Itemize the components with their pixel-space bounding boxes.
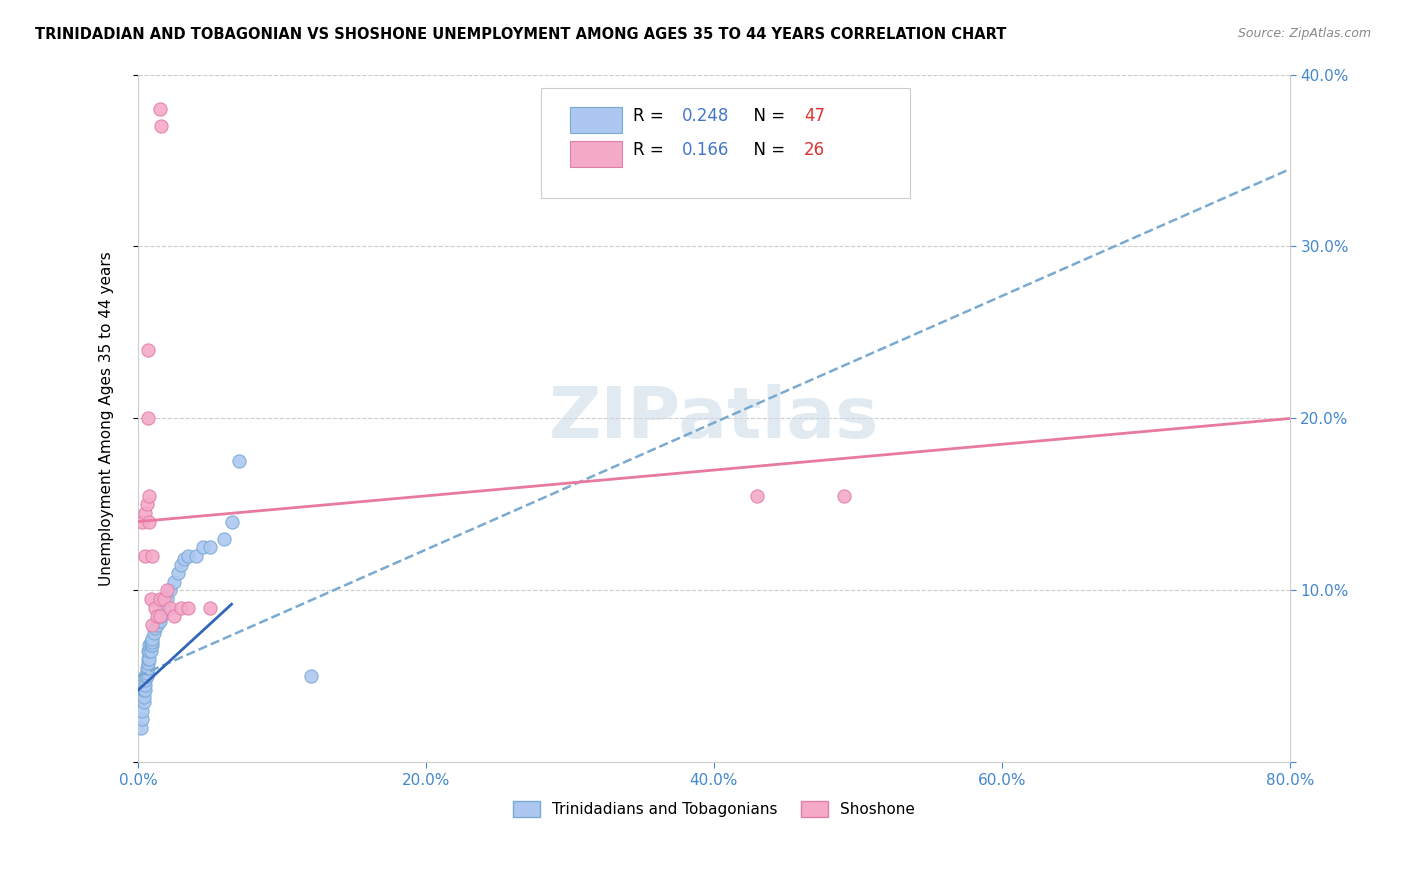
Point <box>129 721 152 735</box>
Point <box>159 600 181 615</box>
Point <box>134 506 156 520</box>
Text: R =: R = <box>633 107 669 125</box>
FancyBboxPatch shape <box>541 88 910 198</box>
Point <box>148 592 170 607</box>
Point <box>299 669 322 683</box>
Point <box>135 665 157 680</box>
Point <box>134 673 156 687</box>
Point <box>142 626 165 640</box>
Point <box>832 489 855 503</box>
Point <box>134 549 156 563</box>
Text: Source: ZipAtlas.com: Source: ZipAtlas.com <box>1237 27 1371 40</box>
Point <box>146 615 169 629</box>
Text: 0.248: 0.248 <box>682 107 730 125</box>
Point <box>177 549 200 563</box>
Text: 47: 47 <box>804 107 825 125</box>
Point <box>153 600 176 615</box>
Point <box>134 683 156 698</box>
FancyBboxPatch shape <box>569 107 621 133</box>
Point <box>134 669 156 683</box>
Point <box>145 618 167 632</box>
Point <box>148 609 170 624</box>
Point <box>138 489 160 503</box>
Point <box>143 621 166 635</box>
Point <box>131 713 153 727</box>
Point <box>141 639 163 653</box>
Point <box>163 574 186 589</box>
Text: 0.166: 0.166 <box>682 141 730 159</box>
Point <box>135 661 157 675</box>
Point <box>135 498 157 512</box>
Point <box>150 609 173 624</box>
Point <box>747 489 769 503</box>
Point <box>145 609 167 624</box>
Point <box>153 592 176 607</box>
Point <box>138 515 160 529</box>
Point <box>138 639 160 653</box>
Point <box>221 515 243 529</box>
Text: R =: R = <box>633 141 669 159</box>
Text: TRINIDADIAN AND TOBAGONIAN VS SHOSHONE UNEMPLOYMENT AMONG AGES 35 TO 44 YEARS CO: TRINIDADIAN AND TOBAGONIAN VS SHOSHONE U… <box>35 27 1007 42</box>
Point <box>141 635 163 649</box>
Point <box>173 552 195 566</box>
Point <box>167 566 190 581</box>
Text: 26: 26 <box>804 141 825 159</box>
Point <box>228 454 250 468</box>
Point <box>191 541 214 555</box>
Point <box>184 549 207 563</box>
Legend: Trinidadians and Tobagonians, Shoshone: Trinidadians and Tobagonians, Shoshone <box>506 796 921 823</box>
Text: N =: N = <box>742 141 790 159</box>
Point <box>141 618 163 632</box>
Point <box>135 669 157 683</box>
Point <box>136 343 159 357</box>
Text: ZIPatlas: ZIPatlas <box>548 384 879 453</box>
Point <box>198 541 221 555</box>
Point <box>198 600 221 615</box>
Point <box>156 583 179 598</box>
Point <box>136 652 159 666</box>
Point <box>170 600 193 615</box>
Text: N =: N = <box>742 107 790 125</box>
Point <box>139 639 162 653</box>
Point <box>136 411 159 425</box>
Point <box>156 592 179 607</box>
FancyBboxPatch shape <box>569 141 621 168</box>
Point <box>141 549 163 563</box>
Point <box>132 695 155 709</box>
Point <box>136 643 159 657</box>
Point <box>150 119 173 133</box>
Point <box>131 704 153 718</box>
Point <box>136 656 159 670</box>
Y-axis label: Unemployment Among Ages 35 to 44 years: Unemployment Among Ages 35 to 44 years <box>100 252 114 586</box>
Point <box>159 583 181 598</box>
Point <box>131 515 153 529</box>
Point <box>132 683 155 698</box>
Point <box>214 532 236 546</box>
Point <box>139 635 162 649</box>
Point <box>139 643 162 657</box>
Point <box>141 632 163 646</box>
Point <box>138 643 160 657</box>
Point <box>170 558 193 572</box>
Point <box>139 592 162 607</box>
Point <box>177 600 200 615</box>
Point <box>132 690 155 704</box>
Point <box>148 615 170 629</box>
Point <box>143 600 166 615</box>
Point <box>138 652 160 666</box>
Point <box>148 102 170 116</box>
Point <box>163 609 186 624</box>
Point <box>136 661 159 675</box>
Point <box>134 678 156 692</box>
